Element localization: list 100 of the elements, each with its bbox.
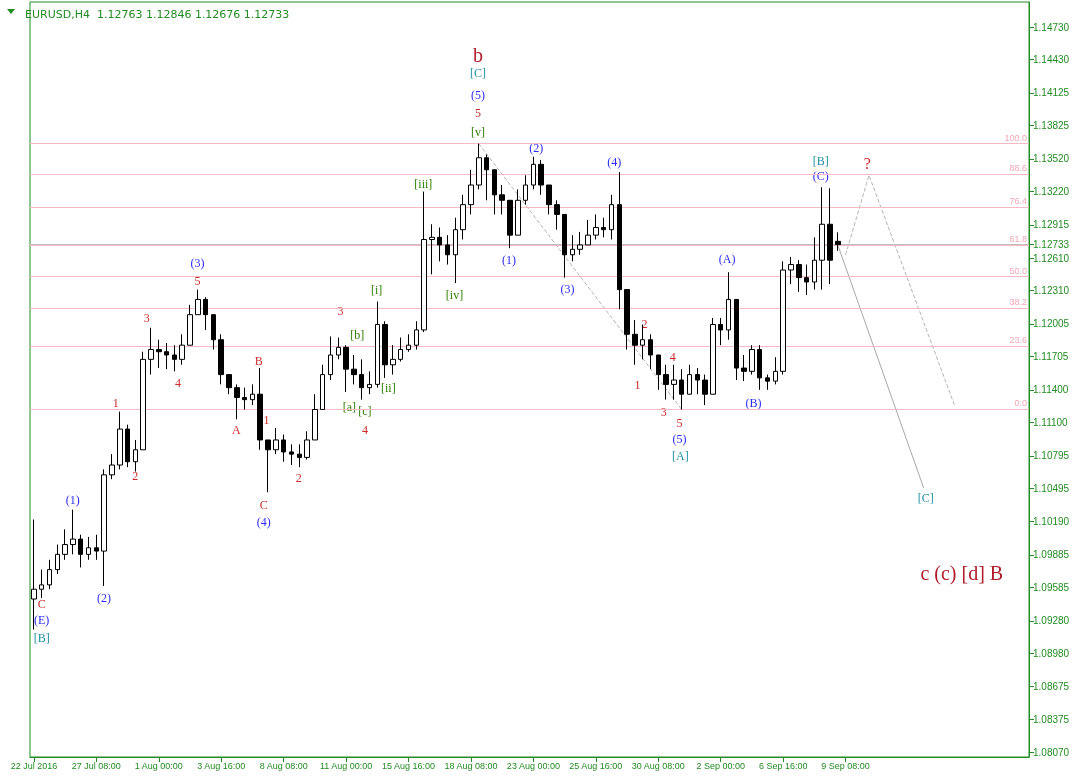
candlestick	[484, 154, 489, 201]
x-tick-label: 27 Jul 08:00	[71, 760, 121, 771]
candlestick	[343, 344, 349, 393]
candlestick	[476, 143, 482, 190]
x-tick-label: 23 Aug 00:00	[506, 760, 560, 771]
annotation: 4	[361, 423, 368, 437]
annotation: [b]	[350, 328, 365, 342]
candlestick	[515, 188, 521, 236]
annotation: (B)	[745, 396, 762, 410]
candlestick	[554, 199, 560, 231]
candlestick	[523, 174, 528, 206]
x-tick-label: 18 Aug 08:00	[444, 760, 498, 771]
candlestick	[172, 344, 177, 372]
candlestick	[570, 234, 575, 262]
candlestick	[577, 231, 583, 256]
annotation: [i]	[370, 283, 383, 297]
candlestick	[765, 374, 770, 391]
annotation: [C]	[917, 490, 934, 505]
candlestick	[156, 339, 162, 369]
candlestick	[78, 534, 83, 568]
annotation: 61.8	[1009, 233, 1027, 244]
annotation: 76.4	[1009, 195, 1027, 206]
text: EURUSD,H4 1.12763 1.12846 1.12676 1.12733	[25, 8, 290, 21]
candlestick	[304, 430, 310, 461]
annotation: b	[472, 44, 483, 66]
annotation: (3)	[190, 256, 205, 270]
candlestick	[780, 260, 786, 376]
y-tick-label: 1.13825	[1033, 120, 1070, 132]
annotation: C	[259, 498, 268, 512]
candlestick	[250, 383, 255, 406]
candlestick	[62, 528, 68, 561]
annotation: (A)	[718, 252, 736, 266]
y-tick-label: 1.11705	[1033, 351, 1069, 363]
x-tick-label: 3 Aug 16:00	[197, 760, 246, 771]
candlestick	[281, 434, 286, 463]
candlestick	[148, 327, 154, 376]
y-tick-label: 1.13520	[1033, 153, 1070, 165]
candlestick	[687, 364, 692, 395]
candlestick	[414, 320, 419, 351]
candlestick	[187, 304, 193, 346]
x-tick-label: 1 Aug 00:00	[134, 760, 183, 771]
x-tick-label: 6 Sep 16:00	[758, 760, 808, 771]
annotation: 0.0	[1014, 398, 1027, 409]
candlestick	[359, 358, 364, 401]
annotation: 1	[112, 396, 119, 410]
y-tick-label: 1.14125	[1033, 87, 1070, 99]
annotation: 2	[295, 471, 302, 485]
annotation: 2	[132, 469, 139, 483]
annotation: 1	[263, 413, 270, 427]
candlestick	[421, 191, 427, 333]
candlestick	[312, 393, 318, 441]
candlestick	[445, 234, 450, 266]
candlestick	[609, 194, 614, 240]
candlestick	[648, 333, 653, 370]
candlestick	[796, 259, 802, 293]
annotation: 50.0	[1009, 265, 1027, 276]
candlestick	[109, 453, 115, 480]
x-tick-label: 8 Aug 08:00	[259, 760, 308, 771]
candlestick	[562, 213, 567, 279]
candlestick	[585, 219, 591, 246]
annotation: C	[37, 597, 46, 611]
candlestick	[94, 534, 99, 561]
candlestick	[195, 289, 201, 316]
annotation: (3)	[560, 282, 575, 296]
candlestick	[804, 264, 809, 296]
candlestick	[39, 569, 44, 599]
candlestick	[367, 370, 372, 395]
candlestick	[499, 184, 505, 215]
y-tick-label: 1.12733	[1033, 239, 1070, 251]
annotation: 4	[669, 350, 676, 364]
candlestick	[734, 298, 739, 381]
candlestick	[788, 256, 794, 285]
annotation: [ii]	[380, 381, 396, 395]
candlestick	[140, 351, 146, 451]
y-tick-label: 1.10190	[1033, 516, 1070, 528]
annotation: c (c) [d] B	[920, 562, 1004, 585]
candlestick	[624, 289, 630, 351]
y-tick-label: 1.12610	[1033, 252, 1070, 264]
candlestick	[226, 374, 232, 395]
candlestick	[47, 559, 52, 590]
x-tick-label: 22 Jul 2016	[10, 760, 58, 771]
annotation: (2)	[529, 141, 544, 155]
annotation: (4)	[256, 515, 271, 529]
candlestick	[320, 364, 325, 410]
candlestick	[632, 319, 638, 366]
candlestick	[429, 223, 435, 275]
annotation: 3	[143, 311, 150, 325]
candlestick	[297, 443, 302, 468]
annotation: 4	[175, 376, 181, 390]
candlestick	[70, 509, 76, 555]
candlestick	[55, 544, 60, 575]
annotation: 5	[474, 106, 481, 120]
candlestick	[218, 333, 224, 385]
candlestick	[492, 169, 497, 215]
candlestick	[460, 194, 466, 240]
annotation: (5)	[470, 88, 485, 102]
y-tick-label: 1.12310	[1033, 285, 1070, 297]
y-tick-label: 1.12005	[1033, 318, 1070, 330]
candlestick	[390, 344, 396, 376]
candlestick	[710, 317, 716, 395]
